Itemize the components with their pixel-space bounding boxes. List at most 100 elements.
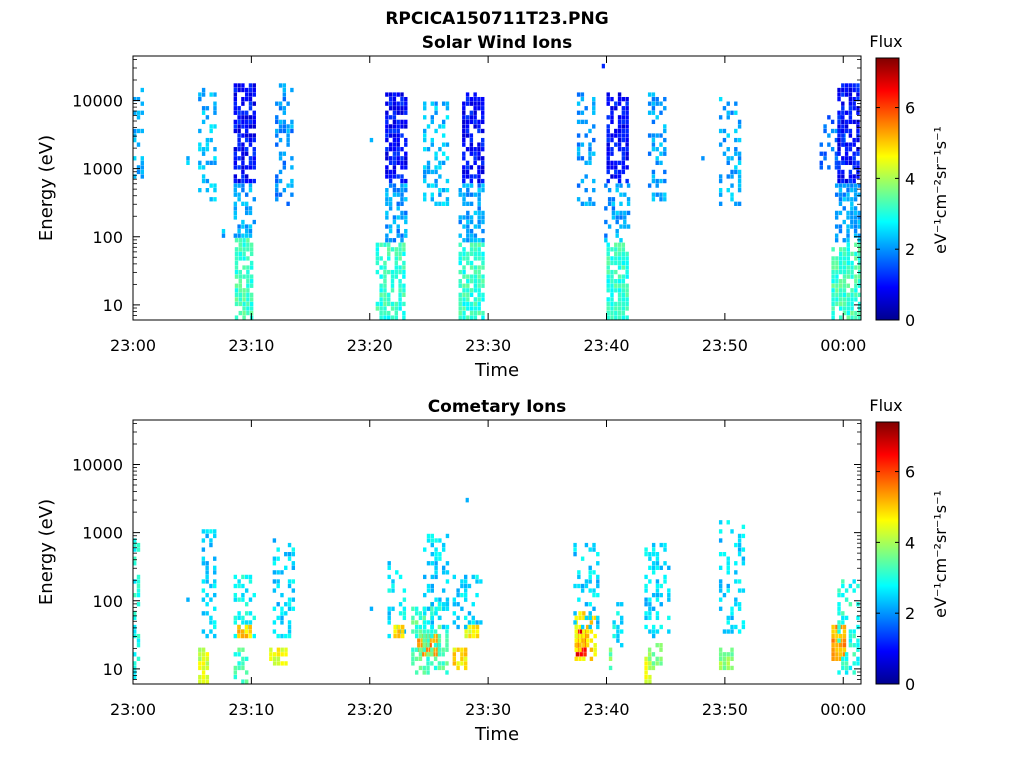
- spectrogram-cell: [269, 647, 273, 652]
- spectrogram-cell: [286, 142, 290, 147]
- spectrogram-cell: [246, 288, 250, 293]
- spectrogram-cell: [844, 151, 849, 156]
- spectrogram-cell: [846, 265, 850, 270]
- spectrogram-cell: [392, 156, 397, 161]
- spectrogram-cell: [852, 142, 856, 147]
- spectrogram-cell: [248, 92, 253, 97]
- panel-title-cometary: Cometary Ions: [428, 397, 567, 417]
- spectrogram-cell: [237, 115, 241, 120]
- x-tick-label: 23:40: [583, 700, 629, 719]
- spectrogram-cell: [460, 579, 464, 584]
- spectrogram-cell: [838, 306, 843, 311]
- spectrogram-cell: [848, 142, 853, 147]
- spectrogram-cell: [853, 197, 858, 202]
- spectrogram-cell: [422, 638, 426, 643]
- spectrogram-cell: [737, 124, 742, 129]
- spectrogram-cell: [423, 133, 427, 138]
- spectrogram-cell: [404, 215, 408, 220]
- spectrogram-cell: [644, 574, 648, 580]
- spectrogram-cell: [588, 615, 592, 621]
- spectrogram-cell: [400, 238, 404, 243]
- spectrogram-cell: [400, 96, 404, 102]
- spectrogram-cell: [269, 652, 273, 657]
- spectrogram-cell: [394, 315, 399, 320]
- spectrogram-cell: [580, 156, 585, 161]
- spectrogram-cell: [400, 201, 404, 206]
- spectrogram-cell: [465, 169, 470, 175]
- spectrogram-cell: [387, 242, 391, 247]
- spectrogram-cell: [237, 629, 241, 634]
- spectrogram-cell: [237, 652, 241, 657]
- spectrogram-cell: [286, 128, 290, 134]
- spectrogram-cell: [438, 538, 442, 543]
- spectrogram-cell: [580, 92, 585, 97]
- spectrogram-cell: [426, 160, 431, 166]
- spectrogram-cell: [209, 197, 213, 202]
- spectrogram-cell: [441, 151, 446, 156]
- spectrogram-cell: [837, 137, 841, 143]
- spectrogram-cell: [617, 169, 622, 175]
- spectrogram-cell: [238, 269, 242, 275]
- spectrogram-cell: [426, 538, 431, 543]
- spectrogram-cell: [856, 87, 860, 93]
- spectrogram-cell: [574, 643, 578, 648]
- spectrogram-cell: [213, 147, 217, 152]
- spectrogram-cell: [852, 119, 856, 125]
- spectrogram-cell: [625, 283, 629, 288]
- spectrogram-cell: [593, 643, 597, 648]
- spectrogram-cell: [856, 638, 860, 643]
- spectrogram-cell: [854, 310, 858, 316]
- spectrogram-cell: [388, 201, 393, 206]
- spectrogram-cell: [718, 552, 723, 557]
- spectrogram-cell: [617, 137, 622, 143]
- spectrogram-cell: [481, 297, 485, 302]
- spectrogram-cell: [621, 119, 626, 125]
- spectrogram-cell: [835, 638, 839, 643]
- spectrogram-cell: [393, 633, 397, 639]
- spectrogram-cell: [233, 160, 238, 166]
- spectrogram-cell: [246, 310, 250, 316]
- spectrogram-cell: [237, 137, 241, 143]
- spectrogram-cell: [625, 133, 629, 138]
- spectrogram-cell: [234, 315, 239, 320]
- spectrogram-cell: [663, 124, 667, 129]
- spectrogram-cell: [284, 565, 288, 570]
- spectrogram-cell: [369, 137, 374, 143]
- spectrogram-cell: [648, 579, 652, 584]
- spectrogram-cell: [418, 656, 423, 662]
- spectrogram-cell: [423, 115, 427, 120]
- spectrogram-cell: [411, 652, 415, 657]
- spectrogram-cell: [280, 647, 284, 652]
- spectrogram-cell: [433, 665, 438, 671]
- spectrogram-cell: [616, 638, 620, 643]
- spectrogram-cell: [452, 611, 457, 616]
- spectrogram-cell: [430, 615, 434, 621]
- spectrogram-cell: [467, 611, 472, 616]
- spectrogram-cell: [606, 256, 610, 261]
- spectrogram-cell: [233, 106, 238, 111]
- spectrogram-cell: [426, 670, 430, 675]
- colorbar-gradient: [875, 421, 900, 685]
- spectrogram-cell: [718, 579, 723, 584]
- spectrogram-cell: [718, 520, 723, 525]
- spectrogram-cell: [276, 615, 280, 621]
- spectrogram-cell: [617, 133, 622, 138]
- spectrogram-cell: [462, 101, 466, 106]
- spectrogram-cell: [414, 620, 419, 625]
- spectrogram-cell: [213, 156, 217, 161]
- spectrogram-cell: [388, 169, 393, 175]
- spectrogram-cell: [726, 565, 730, 570]
- spectrogram-cell: [418, 629, 423, 634]
- spectrogram-cell: [246, 247, 250, 252]
- spectrogram-cell: [844, 670, 849, 675]
- spectrogram-cell: [584, 133, 588, 138]
- spectrogram-cell: [580, 178, 585, 184]
- spectrogram-cell: [734, 624, 738, 630]
- spectrogram-cell: [396, 192, 400, 197]
- spectrogram-cell: [234, 260, 239, 266]
- spectrogram-cell: [445, 101, 450, 106]
- spectrogram-cell: [383, 269, 387, 275]
- spectrogram-cell: [388, 147, 393, 152]
- spectrogram-cell: [610, 274, 614, 279]
- spectrogram-cell: [282, 92, 287, 97]
